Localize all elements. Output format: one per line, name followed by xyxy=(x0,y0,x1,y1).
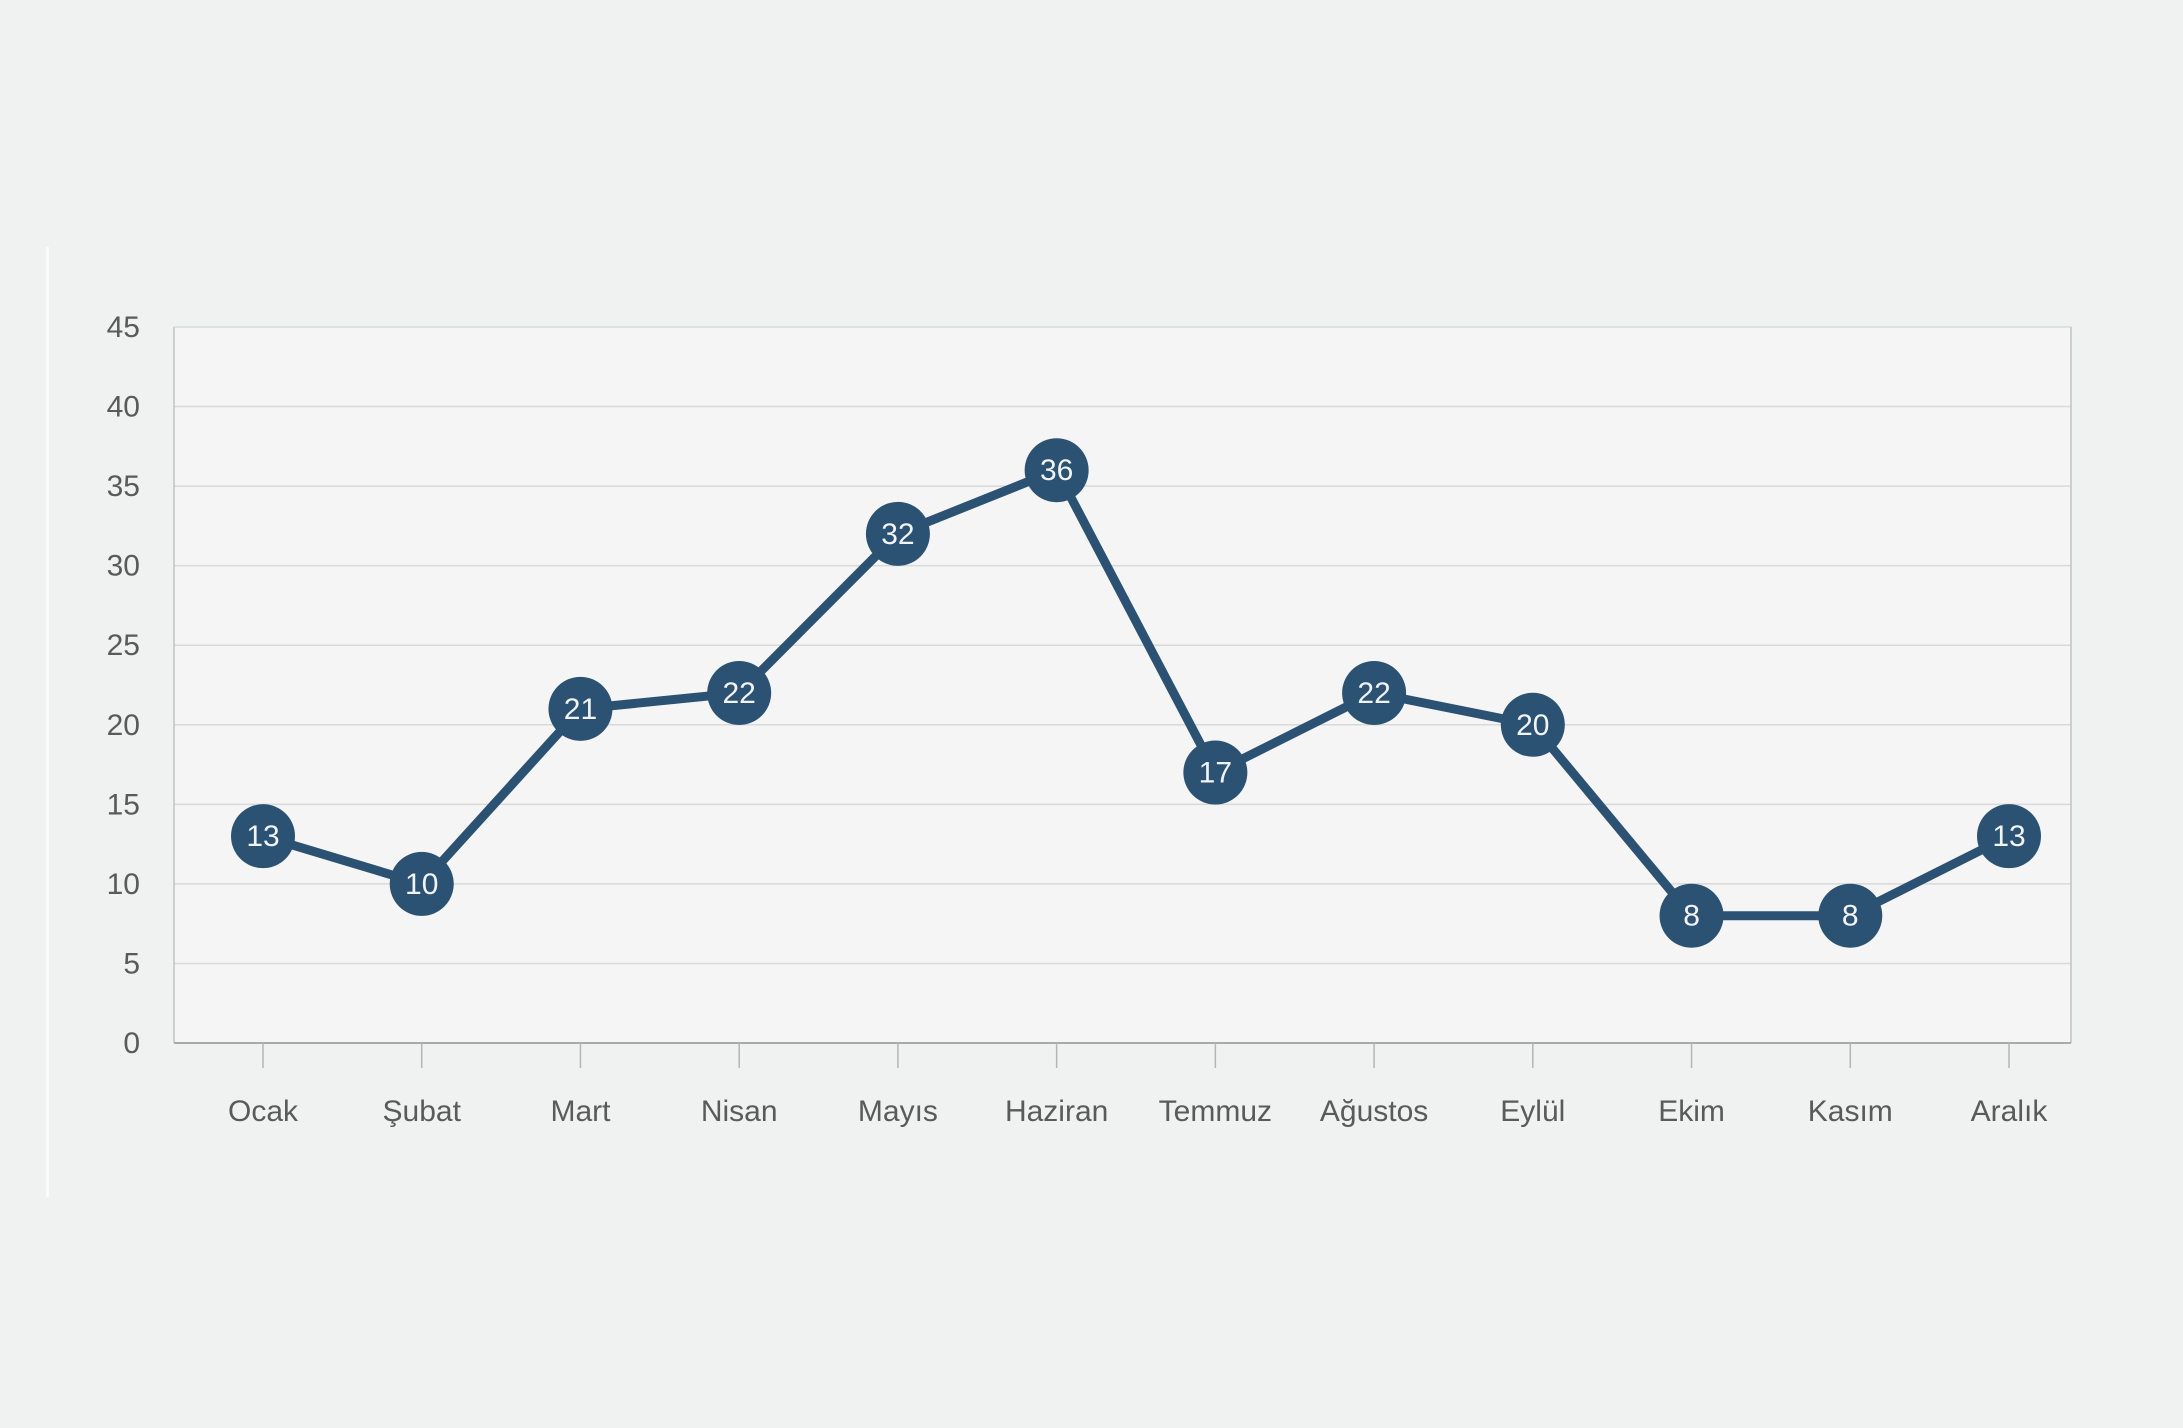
data-point-marker xyxy=(1659,883,1724,948)
y-tick-label: 0 xyxy=(123,1027,140,1060)
data-point-marker xyxy=(231,804,295,869)
x-category-label: Temmuz xyxy=(1159,1095,1272,1128)
y-tick-label: 10 xyxy=(107,868,140,901)
x-category-label: Haziran xyxy=(1005,1095,1108,1128)
data-point-value-label: 36 xyxy=(1040,454,1073,487)
x-category-label: Nisan xyxy=(701,1095,778,1128)
x-category-label: Aralık xyxy=(1971,1095,2049,1128)
data-point-value-label: 20 xyxy=(1516,709,1549,742)
data-point-value-label: 8 xyxy=(1683,900,1700,933)
x-axis-ticks xyxy=(262,1043,2010,1068)
y-tick-label: 15 xyxy=(107,788,140,821)
data-point-marker xyxy=(1024,438,1089,503)
data-point-marker xyxy=(389,851,454,916)
y-tick-label: 25 xyxy=(107,629,140,662)
x-category-label: Şubat xyxy=(383,1095,462,1128)
y-tick-label: 5 xyxy=(123,947,140,980)
x-category-label: Ağustos xyxy=(1320,1095,1428,1128)
x-category-label: Kasım xyxy=(1808,1095,1893,1128)
x-category-label: Mart xyxy=(550,1095,611,1128)
data-point-value-label: 21 xyxy=(564,693,597,726)
data-point-marker xyxy=(548,676,613,741)
data-point-value-label: 8 xyxy=(1842,900,1859,933)
y-axis-labels: 0 5 10 15 20 25 30 35 40 45 xyxy=(107,311,140,1060)
x-category-label: Ekim xyxy=(1658,1095,1725,1128)
plot-borders xyxy=(173,327,2072,1044)
data-point-value-label: 17 xyxy=(1199,757,1232,790)
data-point-marker xyxy=(1500,692,1565,757)
data-point-markers: 13 10 21 22 32 36 17 22 20 8 8 13 xyxy=(231,438,2041,948)
data-point-value-label: 10 xyxy=(405,868,438,901)
data-point-value-label: 22 xyxy=(722,677,755,710)
data-point-value-label: 13 xyxy=(1992,820,2025,853)
data-point-value-label: 22 xyxy=(1357,677,1390,710)
data-point-value-label: 32 xyxy=(881,518,914,551)
data-point-value-label: 13 xyxy=(246,820,279,853)
x-category-label: Ocak xyxy=(228,1095,299,1128)
x-category-label: Mayıs xyxy=(858,1095,938,1128)
plot-area xyxy=(174,327,2071,1043)
data-point-marker xyxy=(1342,660,1407,725)
y-tick-label: 45 xyxy=(107,311,140,344)
data-point-marker xyxy=(865,501,930,566)
y-tick-label: 40 xyxy=(107,391,140,424)
y-tick-label: 20 xyxy=(107,709,140,742)
x-category-label: Eylül xyxy=(1500,1095,1565,1128)
data-point-marker xyxy=(1977,804,2041,869)
y-tick-label: 30 xyxy=(107,550,140,583)
data-point-marker xyxy=(1818,883,1883,948)
y-tick-label: 35 xyxy=(107,470,140,503)
x-axis-labels: Ocak Şubat Mart Nisan Mayıs Haziran Temmuz Ağus… xyxy=(228,1095,2048,1128)
panel-divider-line xyxy=(46,247,49,1197)
data-point-marker xyxy=(1183,740,1248,805)
data-point-marker xyxy=(707,660,772,725)
